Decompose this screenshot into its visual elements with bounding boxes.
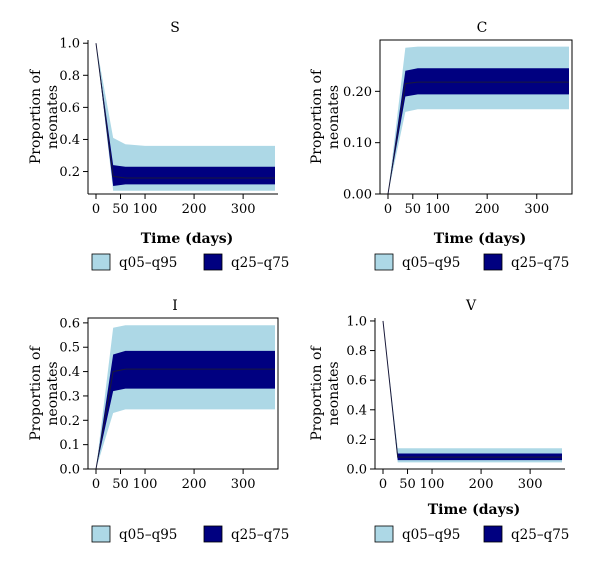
legend-swatch-q25-q75 [483, 525, 503, 543]
y-tick-label: 0.3 [59, 389, 80, 404]
y-tick-label: 0.20 [343, 85, 372, 100]
x-tick-label: 0 [379, 477, 387, 492]
x-tick-label: 200 [182, 477, 207, 492]
y-tick-label: 1.0 [346, 314, 367, 329]
chart-panel-v: V 0.0 0.2 0.4 0.6 0.8 1.0 0 50 100 200 300 Proportio… [309, 298, 569, 543]
y-tick-label: 0.8 [346, 344, 367, 359]
x-tick-label: 200 [475, 202, 500, 217]
median-line [382, 320, 562, 458]
plot-frame [87, 317, 279, 470]
band-q25-q75 [383, 320, 562, 461]
legend-label: q05–q95 [119, 255, 177, 271]
x-tick-label: 300 [231, 202, 256, 217]
y-axis-label: Proportion ofneonates [309, 345, 342, 441]
panel-title-i: I [172, 298, 178, 314]
median-line [387, 81, 569, 195]
legend-swatch-q05-q95 [91, 525, 111, 543]
y-tick-label: 0.6 [346, 374, 367, 389]
legend-label: q05–q95 [402, 527, 460, 543]
x-tick-label: 50 [405, 202, 422, 217]
x-tick-label: 50 [112, 202, 129, 217]
chart-panel-c: C 0.00 0.10 0.20 0 50 100 200 300 Proportion ofne… [309, 20, 573, 271]
x-axis-label: Time (days) [434, 231, 526, 247]
chart-panel-s: S 0.2 0.4 0.6 0.8 1.0 0 50 100 200 300 Proportion o… [28, 20, 289, 271]
legend-label: q25–q75 [511, 527, 569, 543]
x-tick-label: 100 [133, 202, 158, 217]
x-tick-label: 100 [420, 477, 445, 492]
band-q05-q95 [383, 320, 562, 463]
legend-swatch-q05-q95 [374, 525, 394, 543]
x-tick-label: 50 [112, 477, 129, 492]
y-tick-label: 0.2 [59, 165, 80, 180]
x-tick-label: 0 [92, 477, 100, 492]
band-q05-q95 [96, 43, 275, 191]
y-axis-label: Proportion ofneonates [28, 345, 61, 441]
y-tick-label: 0.8 [59, 69, 80, 84]
band-q25-q75 [388, 68, 569, 194]
band-q25-q75 [96, 350, 275, 469]
y-tick-label: 0.0 [59, 463, 80, 478]
x-tick-label: 200 [469, 477, 494, 492]
y-tick-label: 0.2 [346, 433, 367, 448]
panel-title-c: C [477, 20, 488, 36]
y-tick-label: 0.1 [59, 438, 80, 453]
legend-label: q25–q75 [231, 255, 289, 271]
x-axis-label: Time (days) [141, 231, 233, 247]
x-tick-label: 100 [425, 202, 450, 217]
y-tick-label: 0.00 [343, 188, 372, 203]
median-line [95, 43, 275, 179]
panel-title-s: S [170, 20, 180, 36]
y-axis-label: Proportion ofneonates [309, 68, 342, 164]
x-tick-label: 300 [518, 477, 543, 492]
y-tick-label: 0.4 [346, 403, 367, 418]
legend-swatch-q25-q75 [203, 525, 223, 543]
legend-label: q05–q95 [119, 527, 177, 543]
y-tick-label: 0.6 [59, 101, 80, 116]
x-tick-label: 0 [92, 202, 100, 217]
plot-frame [379, 39, 573, 195]
y-tick-label: 0.10 [343, 136, 372, 151]
y-tick-label: 1.0 [59, 37, 80, 52]
x-tick-label: 200 [182, 202, 207, 217]
legend-label: q25–q75 [511, 255, 569, 271]
y-tick-label: 0.4 [59, 365, 80, 380]
y-tick-label: 0.5 [59, 341, 80, 356]
x-axis-label: Time (days) [428, 502, 520, 518]
legend-swatch-q25-q75 [203, 253, 223, 271]
median-line [95, 368, 275, 470]
y-tick-label: 0.0 [346, 463, 367, 478]
y-axis-label: Proportion ofneonates [28, 68, 61, 164]
x-tick-label: 50 [399, 477, 416, 492]
chart-panel-i: I 0.0 0.1 0.2 0.3 0.4 0.5 0.6 0 50 100 200 300 Propor… [28, 298, 289, 543]
x-tick-label: 100 [133, 477, 158, 492]
x-tick-label: 300 [231, 477, 256, 492]
y-tick-label: 0.6 [59, 316, 80, 331]
band-q25-q75 [96, 43, 275, 186]
legend-swatch-q05-q95 [91, 253, 111, 271]
legend-swatch-q05-q95 [374, 253, 394, 271]
legend-swatch-q25-q75 [483, 253, 503, 271]
legend-label: q25–q75 [231, 527, 289, 543]
x-tick-label: 300 [524, 202, 549, 217]
x-tick-label: 0 [384, 202, 392, 217]
panel-title-v: V [465, 298, 477, 314]
y-tick-label: 0.2 [59, 414, 80, 429]
y-tick-label: 0.4 [59, 133, 80, 148]
legend-label: q05–q95 [402, 255, 460, 271]
band-q05-q95 [96, 325, 275, 469]
